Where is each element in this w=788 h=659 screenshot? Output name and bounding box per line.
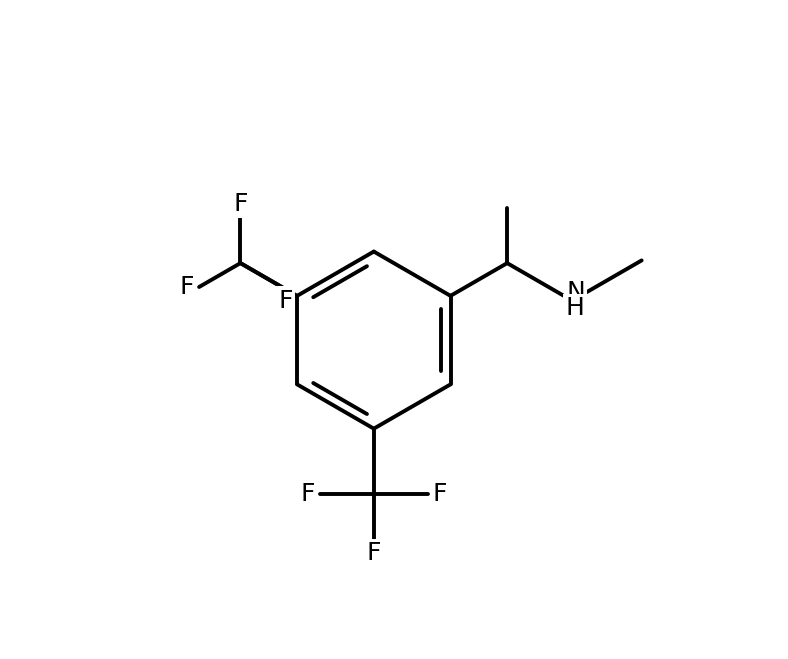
Text: F: F (233, 192, 247, 215)
Text: F: F (278, 289, 293, 313)
Text: F: F (433, 482, 448, 506)
Text: F: F (300, 482, 315, 506)
Text: F: F (180, 275, 194, 299)
Text: F: F (366, 542, 381, 565)
Text: N: N (566, 280, 585, 304)
Text: H: H (566, 296, 585, 320)
